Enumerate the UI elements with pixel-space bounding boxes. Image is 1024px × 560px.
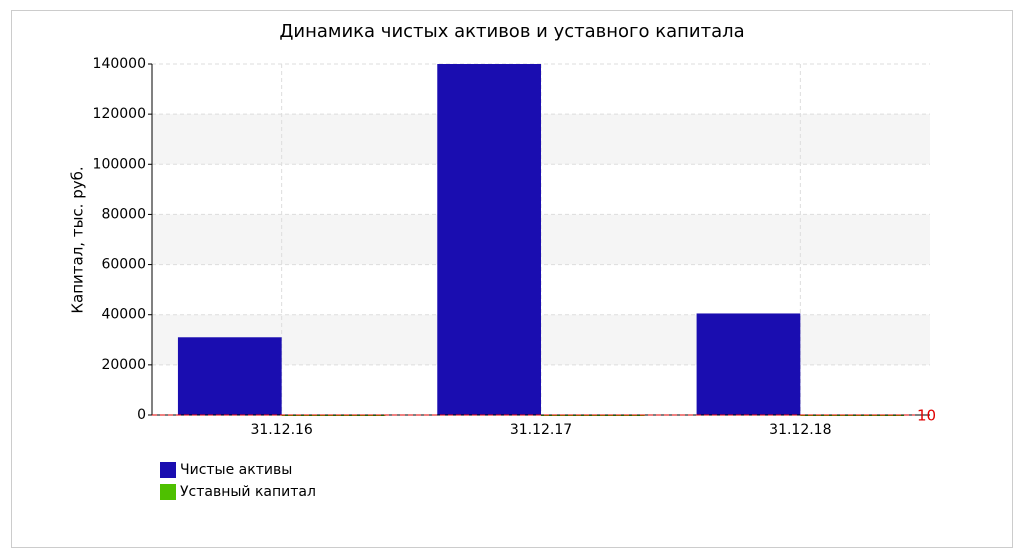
legend-swatch: [160, 484, 176, 500]
bar: [437, 64, 541, 415]
y-tick-label: 80000: [101, 206, 146, 222]
y-tick-label: 140000: [93, 56, 146, 72]
reference-label: 10: [917, 406, 936, 424]
bar: [696, 313, 801, 415]
y-tick-label: 120000: [93, 106, 146, 122]
y-tick-label: 20000: [101, 357, 146, 373]
legend-label: Чистые активы: [180, 462, 292, 478]
y-tick-label: 60000: [101, 257, 146, 273]
y-tick-label: 100000: [93, 156, 146, 172]
chart-title: Динамика чистых активов и уставного капи…: [279, 21, 744, 42]
y-tick-label: 40000: [101, 307, 146, 323]
legend-label: Уставный капитал: [180, 484, 316, 500]
x-tick-label: 31.12.17: [510, 422, 572, 438]
bar: [177, 337, 282, 415]
y-axis-label: Капитал, тыс. руб.: [69, 166, 87, 313]
x-tick-label: 31.12.18: [769, 422, 831, 438]
x-tick-label: 31.12.16: [250, 422, 312, 438]
legend-swatch: [160, 462, 176, 478]
y-tick-label: 0: [137, 407, 146, 423]
